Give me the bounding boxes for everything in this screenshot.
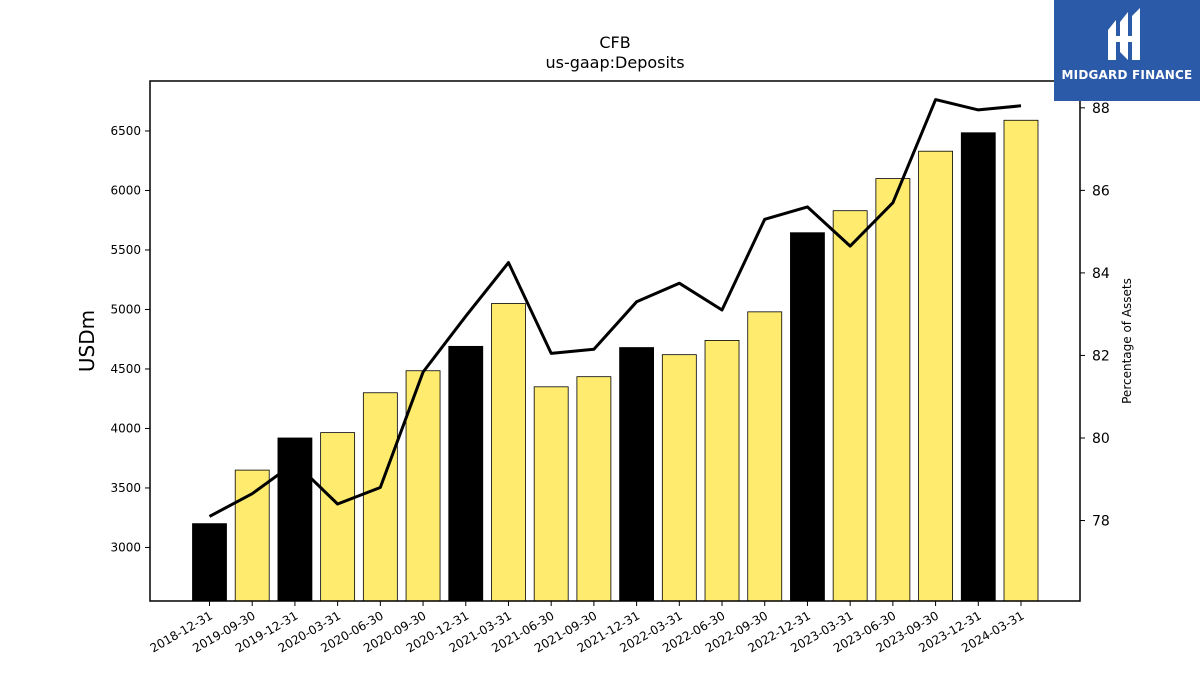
bar-2022-09-30 bbox=[747, 311, 783, 602]
bar-2020-09-30 bbox=[405, 370, 441, 602]
bar-2023-06-30 bbox=[875, 178, 911, 602]
bar-2024-03-31 bbox=[1003, 119, 1039, 602]
bar-2019-09-30 bbox=[234, 469, 270, 602]
y-axis-label: USDm bbox=[75, 310, 99, 372]
bar-2021-03-31 bbox=[491, 303, 526, 602]
y-tick-label: 4000 bbox=[110, 421, 141, 435]
brand-logo: MIDGARD FINANCE bbox=[1054, 0, 1200, 101]
y-tick-label: 3500 bbox=[110, 481, 141, 495]
bar-2019-12-31 bbox=[277, 437, 313, 602]
midgard-logo-icon bbox=[1108, 8, 1140, 60]
bar-2022-12-31 bbox=[790, 232, 825, 602]
bar-2018-12-31 bbox=[192, 523, 227, 602]
y2-tick-label: 88 bbox=[1092, 101, 1110, 117]
line-group bbox=[208, 98, 1022, 518]
bar-2021-06-30 bbox=[533, 386, 569, 602]
y2-axis-label: Percentage of Assets bbox=[1120, 278, 1134, 404]
y-tick-label: 5500 bbox=[110, 243, 141, 257]
y-tick-label: 6500 bbox=[110, 124, 141, 138]
left-axis-ticks: 3000 3500 4000 4500 5000 5500 6000 6500 bbox=[110, 124, 150, 554]
bar-2020-03-31 bbox=[320, 432, 356, 602]
bar-2023-03-31 bbox=[832, 210, 868, 602]
x-axis-ticks: 2018-12-312019-09-302019-12-312020-03-31… bbox=[148, 601, 1027, 655]
right-axis-ticks: 78 80 82 84 86 88 bbox=[1080, 101, 1110, 530]
bar-2023-09-30 bbox=[918, 150, 953, 602]
logo-text: MIDGARD FINANCE bbox=[1061, 68, 1193, 82]
y-tick-label: 4500 bbox=[110, 362, 141, 376]
bar-2022-06-30 bbox=[704, 340, 740, 602]
bar-2020-12-31 bbox=[448, 345, 484, 602]
y-tick-label: 6000 bbox=[110, 183, 141, 197]
y2-tick-label: 86 bbox=[1092, 183, 1110, 199]
plot-frame bbox=[149, 80, 1081, 602]
bar-2021-12-31 bbox=[619, 347, 655, 602]
bar-2020-06-30 bbox=[362, 392, 398, 602]
y2-tick-label: 82 bbox=[1092, 348, 1110, 364]
y-tick-label: 3000 bbox=[110, 540, 141, 554]
bar-2023-12-31 bbox=[960, 132, 996, 602]
y2-tick-label: 84 bbox=[1092, 266, 1110, 282]
y-tick-label: 5000 bbox=[110, 302, 141, 316]
bar-group bbox=[192, 119, 1039, 602]
chart-title: CFB bbox=[599, 33, 630, 52]
y2-tick-label: 78 bbox=[1092, 514, 1110, 530]
bar-2022-03-31 bbox=[661, 354, 697, 602]
chart-subtitle: us-gaap:Deposits bbox=[545, 53, 684, 72]
y2-tick-label: 80 bbox=[1092, 431, 1110, 447]
percentage-line bbox=[208, 98, 1022, 518]
bar-2021-09-30 bbox=[576, 376, 612, 602]
